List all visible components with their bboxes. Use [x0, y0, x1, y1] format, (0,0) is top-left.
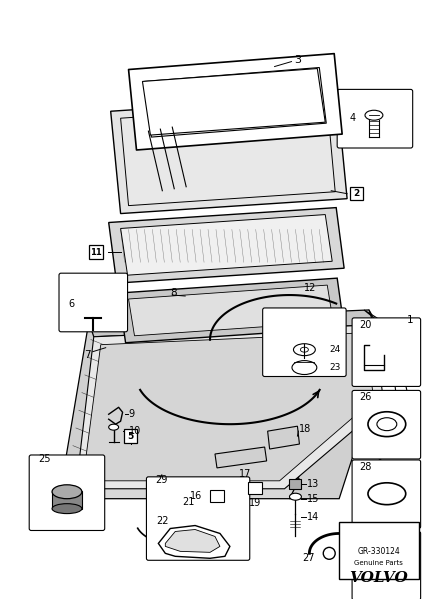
Text: 23: 23 — [329, 363, 340, 372]
Circle shape — [323, 548, 335, 560]
Polygon shape — [128, 285, 333, 336]
Ellipse shape — [109, 424, 119, 430]
Text: 16: 16 — [190, 490, 202, 501]
Bar — [210, 490, 224, 502]
Ellipse shape — [377, 418, 397, 431]
Bar — [339, 522, 419, 579]
Text: 13: 13 — [307, 479, 320, 489]
Polygon shape — [159, 525, 230, 558]
FancyBboxPatch shape — [59, 273, 127, 332]
FancyBboxPatch shape — [147, 477, 250, 560]
Polygon shape — [144, 67, 326, 137]
Text: 15: 15 — [307, 493, 320, 504]
Text: 27: 27 — [302, 554, 314, 563]
Polygon shape — [59, 479, 300, 499]
Ellipse shape — [368, 412, 406, 436]
Text: 30: 30 — [359, 534, 371, 543]
Text: VOLVO: VOLVO — [349, 571, 408, 585]
Polygon shape — [128, 53, 342, 150]
Text: 26: 26 — [359, 392, 371, 402]
Bar — [350, 188, 363, 200]
Text: 8: 8 — [170, 288, 177, 298]
Text: 21: 21 — [183, 496, 195, 507]
Text: GR-330124: GR-330124 — [357, 547, 400, 556]
Text: Genuine Parts: Genuine Parts — [354, 560, 403, 566]
Ellipse shape — [365, 110, 383, 120]
Polygon shape — [121, 105, 335, 206]
Text: 2: 2 — [353, 189, 359, 198]
Ellipse shape — [294, 344, 315, 356]
Text: 3: 3 — [295, 55, 301, 64]
Ellipse shape — [292, 361, 317, 374]
Text: 4: 4 — [349, 113, 355, 123]
Polygon shape — [142, 69, 325, 135]
Polygon shape — [357, 551, 411, 573]
Text: 6: 6 — [68, 299, 74, 309]
Text: 22: 22 — [156, 516, 168, 525]
Ellipse shape — [300, 347, 309, 352]
Text: 28: 28 — [359, 462, 371, 472]
Polygon shape — [215, 447, 266, 468]
Text: 5: 5 — [128, 432, 134, 441]
Polygon shape — [130, 56, 339, 146]
Text: 20: 20 — [359, 320, 371, 330]
Text: 25: 25 — [38, 454, 51, 464]
FancyBboxPatch shape — [352, 531, 421, 600]
Polygon shape — [268, 426, 300, 449]
Polygon shape — [89, 310, 374, 337]
Text: 10: 10 — [128, 426, 141, 436]
Text: 12: 12 — [304, 283, 317, 293]
Bar — [248, 482, 262, 494]
Text: 9: 9 — [128, 409, 135, 419]
Polygon shape — [110, 96, 347, 213]
Polygon shape — [165, 529, 220, 552]
Circle shape — [317, 114, 337, 134]
Text: 24: 24 — [329, 345, 340, 354]
FancyBboxPatch shape — [263, 308, 346, 376]
Text: 14: 14 — [307, 511, 320, 522]
Bar — [289, 479, 301, 489]
Text: 29: 29 — [156, 475, 168, 485]
Text: 11: 11 — [90, 248, 102, 257]
Polygon shape — [59, 322, 116, 499]
FancyBboxPatch shape — [29, 455, 105, 531]
Bar — [89, 245, 103, 259]
Circle shape — [130, 69, 150, 88]
Polygon shape — [76, 325, 384, 489]
Ellipse shape — [52, 504, 82, 514]
Polygon shape — [109, 207, 344, 283]
Polygon shape — [119, 278, 344, 343]
Circle shape — [312, 56, 331, 76]
FancyBboxPatch shape — [352, 391, 421, 459]
Ellipse shape — [368, 483, 406, 505]
Text: 1: 1 — [407, 315, 414, 325]
Circle shape — [136, 126, 156, 146]
FancyBboxPatch shape — [352, 460, 421, 528]
Bar — [52, 491, 82, 508]
Text: 18: 18 — [300, 424, 312, 434]
Text: 17: 17 — [238, 469, 251, 479]
Polygon shape — [83, 333, 374, 481]
Ellipse shape — [289, 493, 301, 500]
FancyBboxPatch shape — [337, 90, 413, 148]
Ellipse shape — [52, 485, 82, 499]
Bar — [124, 429, 138, 443]
Polygon shape — [121, 215, 332, 275]
Polygon shape — [289, 310, 389, 499]
Polygon shape — [364, 310, 419, 429]
FancyBboxPatch shape — [352, 318, 421, 386]
Text: 19: 19 — [249, 498, 261, 508]
Text: 7: 7 — [84, 350, 91, 359]
